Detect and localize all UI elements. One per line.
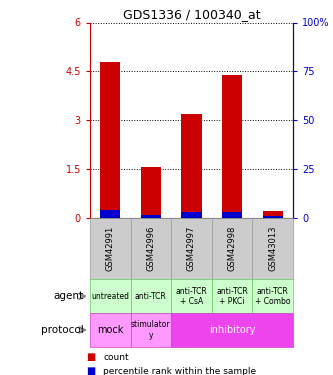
Text: anti-TCR
+ PKCi: anti-TCR + PKCi: [216, 286, 248, 306]
Text: ■: ■: [87, 366, 96, 375]
Bar: [181, 211, 202, 217]
Bar: [131, 313, 171, 347]
Title: GDS1336 / 100340_at: GDS1336 / 100340_at: [123, 8, 260, 21]
Bar: [252, 279, 293, 313]
Bar: [100, 210, 121, 218]
Bar: [171, 217, 212, 279]
Bar: [171, 313, 293, 347]
Bar: [100, 62, 121, 217]
Text: protocol: protocol: [41, 325, 83, 335]
Text: agent: agent: [53, 291, 83, 301]
Text: GSM42991: GSM42991: [106, 226, 115, 271]
Bar: [222, 211, 242, 217]
Bar: [222, 75, 242, 217]
Text: untreated: untreated: [91, 292, 129, 301]
Text: anti-TCR: anti-TCR: [135, 292, 167, 301]
Bar: [131, 279, 171, 313]
Bar: [212, 217, 252, 279]
Text: percentile rank within the sample: percentile rank within the sample: [103, 367, 256, 375]
Text: GSM43013: GSM43013: [268, 226, 277, 271]
Bar: [90, 217, 131, 279]
Bar: [141, 215, 161, 217]
Bar: [212, 279, 252, 313]
Text: anti-TCR
+ CsA: anti-TCR + CsA: [175, 286, 207, 306]
Bar: [181, 114, 202, 218]
Text: GSM42996: GSM42996: [146, 226, 156, 271]
Bar: [252, 217, 293, 279]
Text: GSM42998: GSM42998: [227, 226, 237, 271]
Bar: [90, 313, 131, 347]
Bar: [171, 279, 212, 313]
Bar: [263, 216, 283, 217]
Text: stimulator
y: stimulator y: [131, 320, 170, 340]
Text: GSM42997: GSM42997: [187, 226, 196, 271]
Bar: [90, 279, 131, 313]
Text: mock: mock: [97, 325, 124, 335]
Bar: [141, 167, 161, 217]
Bar: [131, 217, 171, 279]
Text: inhibitory: inhibitory: [209, 325, 255, 335]
Text: anti-TCR
+ Combo: anti-TCR + Combo: [255, 286, 290, 306]
Text: count: count: [103, 352, 129, 362]
Text: ■: ■: [87, 352, 96, 362]
Bar: [263, 211, 283, 217]
